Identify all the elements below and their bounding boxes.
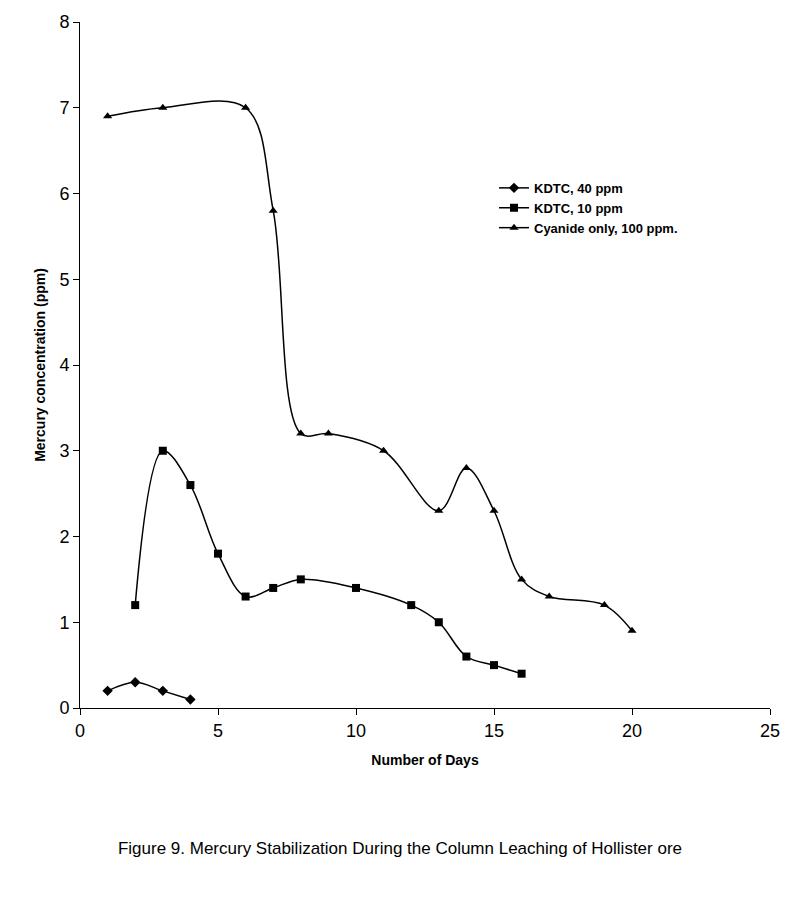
svg-text:5: 5 xyxy=(213,721,223,741)
svg-text:Number of Days: Number of Days xyxy=(371,752,479,768)
svg-text:4: 4 xyxy=(59,355,69,375)
svg-text:Figure 9. Mercury Stabilizatio: Figure 9. Mercury Stabilization During t… xyxy=(118,839,682,858)
svg-text:15: 15 xyxy=(484,721,504,741)
svg-text:3: 3 xyxy=(59,441,69,461)
svg-text:0: 0 xyxy=(59,698,69,718)
svg-text:Mercury concentration (ppm): Mercury concentration (ppm) xyxy=(32,268,48,462)
svg-text:5: 5 xyxy=(59,270,69,290)
svg-text:2: 2 xyxy=(59,527,69,547)
svg-text:25: 25 xyxy=(760,721,780,741)
svg-text:10: 10 xyxy=(346,721,366,741)
svg-text:7: 7 xyxy=(59,98,69,118)
svg-text:8: 8 xyxy=(59,12,69,32)
svg-text:6: 6 xyxy=(59,184,69,204)
svg-text:20: 20 xyxy=(622,721,642,741)
svg-text:KDTC, 40 ppm: KDTC, 40 ppm xyxy=(534,181,623,196)
svg-text:0: 0 xyxy=(75,721,85,741)
svg-text:1: 1 xyxy=(59,613,69,633)
svg-text:KDTC, 10 ppm: KDTC, 10 ppm xyxy=(534,201,623,216)
svg-text:Cyanide only, 100 ppm.: Cyanide only, 100 ppm. xyxy=(534,221,678,236)
